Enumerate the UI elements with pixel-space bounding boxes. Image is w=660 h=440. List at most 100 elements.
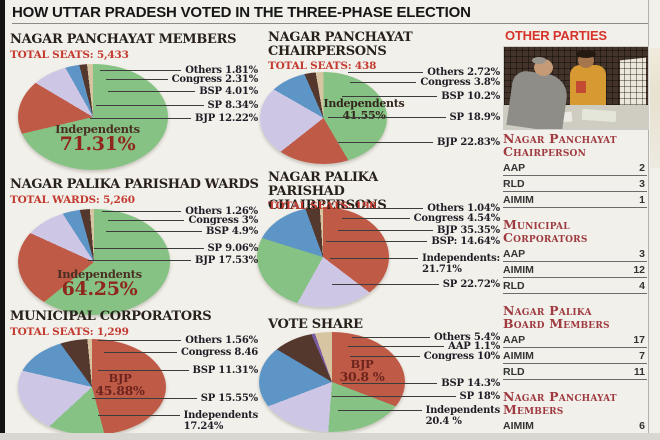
party-name: AIMIM bbox=[503, 419, 534, 432]
leader-line bbox=[90, 118, 191, 119]
chart-title-nagar-panchayat-chairpersons: NAGAR PANCHAYAT CHAIRPERSONS bbox=[268, 30, 413, 59]
page-title: HOW UTTAR PRADESH VOTED IN THE THREE-PHA… bbox=[12, 4, 471, 21]
pie-label: BJP 17.53% bbox=[194, 255, 258, 266]
party-seats: 3 bbox=[639, 177, 645, 190]
pie-callout: Congress 3% bbox=[108, 215, 258, 226]
leader-line bbox=[94, 248, 204, 249]
pie-callout: SP 8.34% bbox=[96, 100, 258, 111]
pie-nagar-palika-parishad-wards bbox=[18, 209, 170, 315]
leader-line bbox=[104, 352, 177, 353]
leader-line bbox=[350, 356, 420, 357]
pie-label: Congress 3% bbox=[188, 215, 258, 226]
chart-subtitle-nagar-panchayat-chairpersons: TOTAL SEATS: 438 bbox=[268, 60, 377, 72]
pie-callout: Independents 17.24% bbox=[98, 410, 258, 432]
pie-callout: BSP 11.31% bbox=[98, 365, 258, 376]
party-row: AIMIM 6 bbox=[503, 418, 647, 434]
party-row: RLD 11 bbox=[503, 364, 647, 380]
party-seats: 4 bbox=[639, 279, 645, 292]
leader-line bbox=[345, 208, 424, 209]
pie-label: BSP 11.31% bbox=[192, 365, 259, 376]
pie-callout: Congress 3.8% bbox=[350, 77, 500, 88]
party-name: RLD bbox=[503, 365, 525, 378]
photo-sari-accent bbox=[576, 81, 586, 93]
leader-line bbox=[338, 410, 422, 411]
pie-callout: SP 22.72% bbox=[332, 279, 500, 290]
sidebar-section: Nagar Palika Board Members AAP 17 AIMIM 7 RLD 1… bbox=[503, 304, 647, 380]
pie-label: Congress 2.31% bbox=[171, 74, 259, 85]
chart-title-nagar-palika-parishad-wards: NAGAR PALIKA PARISHAD WARDS bbox=[10, 177, 259, 192]
pie-nagar-panchayat-members bbox=[18, 64, 168, 170]
pie-inside-label: BJP 30.8 % bbox=[339, 357, 385, 385]
party-seats: 17 bbox=[633, 333, 645, 346]
party-row: AIMIM 12 bbox=[503, 262, 647, 278]
leader-line bbox=[106, 79, 168, 80]
sidebar-party-tables: Nagar Panchayat Chairperson AAP 2 RLD 3 AIMIM 1… bbox=[503, 132, 647, 440]
pie-callout: Others 1.26% bbox=[102, 206, 258, 217]
leader-line bbox=[98, 415, 180, 416]
leader-line bbox=[98, 370, 189, 371]
pie-label: Others 1.56% bbox=[185, 335, 258, 346]
pie-label: Independents 20.4 % bbox=[425, 405, 501, 427]
pie-label: Others 1.04% bbox=[427, 203, 500, 214]
leader-line bbox=[330, 258, 419, 259]
party-name: AAP bbox=[503, 333, 526, 346]
pie-inside-label: Independents 64.25% bbox=[57, 267, 142, 301]
party-name: AIMIM bbox=[503, 193, 534, 206]
election-photo bbox=[503, 46, 649, 130]
party-seats: 3 bbox=[639, 247, 645, 260]
photo-woman-hair bbox=[576, 50, 596, 58]
pie-callout: Congress 10% bbox=[350, 351, 500, 362]
pie-callout: BJP 17.53% bbox=[88, 255, 258, 266]
pie-callout: Congress 4.54% bbox=[342, 213, 500, 224]
chart-title-nagar-panchayat-members: NAGAR PANCHAYAT MEMBERS bbox=[10, 32, 237, 47]
party-row: AAP 2 bbox=[503, 160, 647, 176]
party-name: AAP bbox=[503, 247, 526, 260]
leader-line bbox=[352, 337, 430, 338]
pie-nagar-palika-parishad-chairpersons bbox=[257, 207, 389, 307]
party-seats: 11 bbox=[633, 365, 645, 378]
pie-label: Congress 10% bbox=[423, 351, 500, 362]
pie-label: BJP 35.35% bbox=[436, 225, 500, 236]
pie-label: Others 1.81% bbox=[185, 65, 258, 76]
photo-paper bbox=[581, 108, 617, 123]
leader-line bbox=[96, 105, 204, 106]
chart-title-vote-share: VOTE SHARE bbox=[268, 317, 363, 332]
pie-inside-label: Independents 41.55% bbox=[323, 97, 405, 122]
pie-label: SP 18.9% bbox=[449, 112, 501, 123]
pie-callout: BJP 35.35% bbox=[338, 225, 500, 236]
chart-subtitle-nagar-panchayat-members: TOTAL SEATS: 5,433 bbox=[10, 49, 129, 61]
pie-callout: Independents 20.4 % bbox=[338, 405, 500, 427]
pie-label: Independents: 21.71% bbox=[422, 253, 500, 275]
leader-line bbox=[342, 218, 410, 219]
pie-vote-share bbox=[259, 332, 405, 432]
party-seats: 6 bbox=[639, 419, 645, 432]
pie-callout: BSP 4.01% bbox=[108, 86, 258, 97]
pie-callout: Others 2.72% bbox=[348, 67, 500, 78]
chart-subtitle-nagar-palika-parishad-wards: TOTAL WARDS: 5,260 bbox=[10, 194, 135, 206]
party-name: AIMIM bbox=[503, 349, 534, 362]
pie-label: Congress 8.46 bbox=[180, 347, 258, 358]
party-name: AIMIM bbox=[503, 263, 534, 276]
pie-label: SP 9.06% bbox=[207, 243, 259, 254]
leader-line bbox=[338, 230, 433, 231]
pie-label: SP 15.55% bbox=[200, 393, 258, 404]
pie-label: AAP 1.1% bbox=[448, 341, 500, 352]
pie-callout: AAP 1.1% bbox=[348, 341, 500, 352]
pie-label: Others 1.26% bbox=[185, 206, 258, 217]
left-border-bar bbox=[0, 0, 5, 440]
leader-line bbox=[98, 340, 182, 341]
pie-label: BJP 22.83% bbox=[436, 137, 500, 148]
bottom-band bbox=[0, 433, 660, 440]
pie-callout: BSP: 14.64% bbox=[326, 236, 500, 247]
leader-line bbox=[106, 231, 203, 232]
party-row: AAP 3 bbox=[503, 246, 647, 262]
sidebar-title-other-parties: OTHER PARTIES bbox=[505, 28, 607, 43]
leader-line bbox=[342, 383, 438, 384]
chart-title-municipal-corporators: MUNICIPAL CORPORATORS bbox=[10, 309, 212, 324]
pie-municipal-corporators bbox=[18, 339, 166, 435]
party-row: AIMIM 7 bbox=[503, 348, 647, 364]
chart-subtitle-municipal-corporators: TOTAL SEATS: 1,299 bbox=[10, 326, 129, 338]
pie-nagar-panchayat-chairpersons bbox=[260, 72, 387, 164]
pie-callout: BJP 22.83% bbox=[338, 137, 500, 148]
sidebar-section: Nagar Panchayat Chairperson AAP 2 RLD 3 AIMIM 1 bbox=[503, 132, 647, 208]
